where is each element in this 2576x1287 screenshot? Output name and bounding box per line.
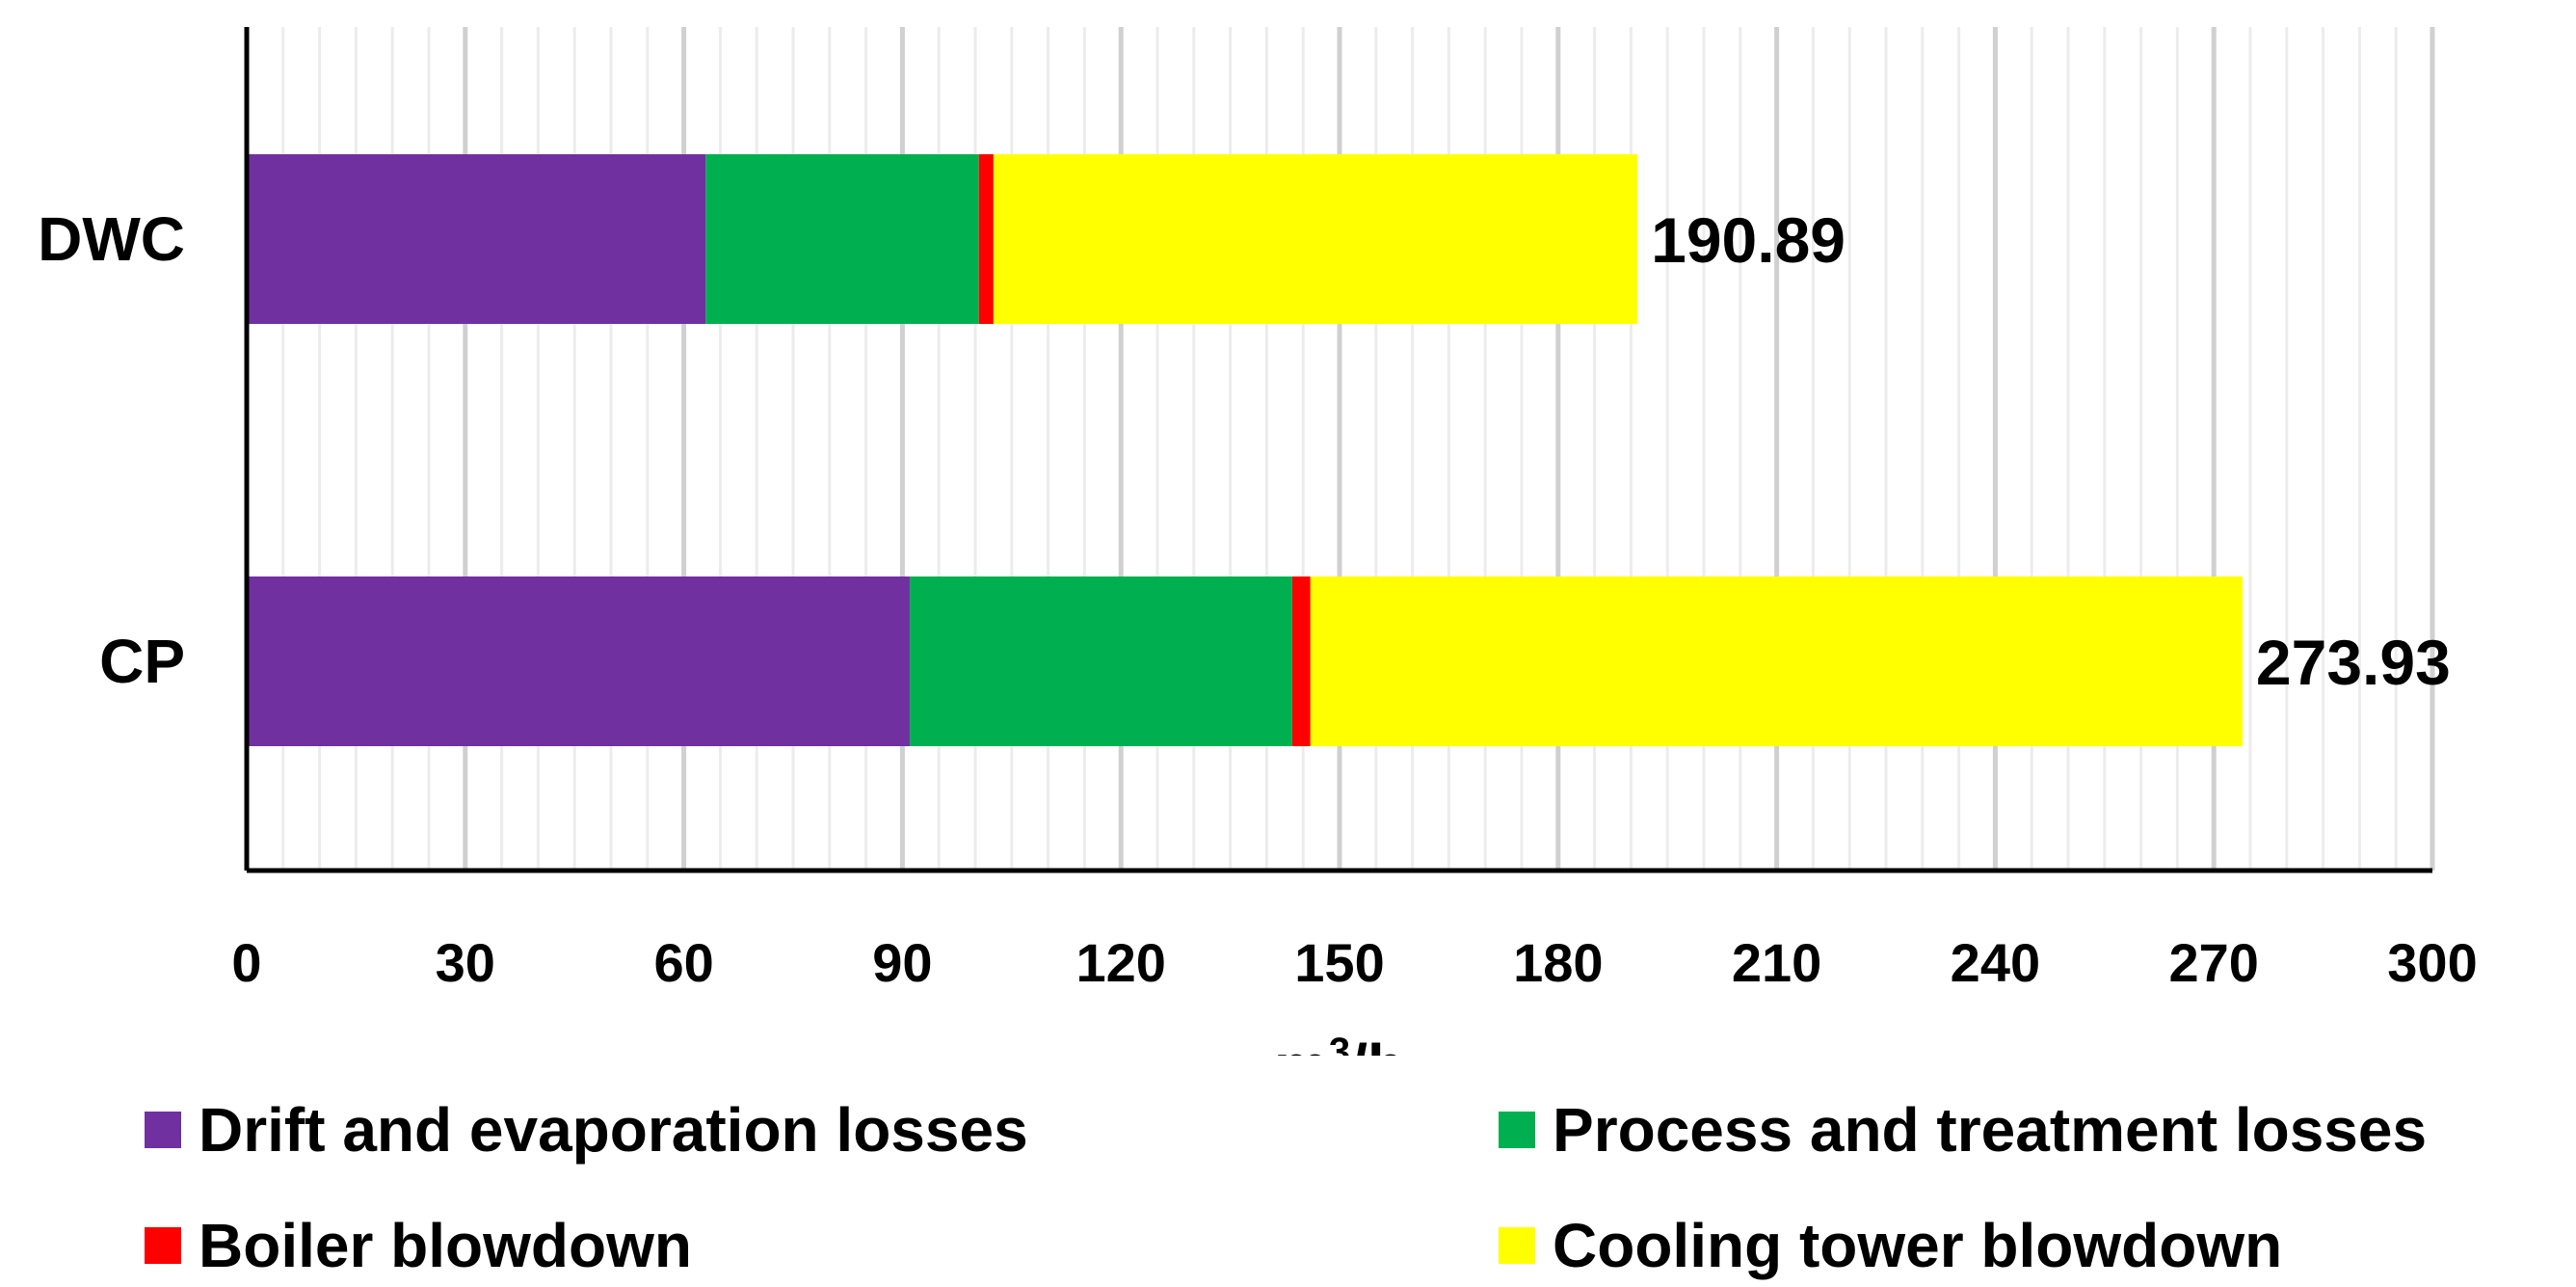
x-axis-title-base: m	[1274, 1032, 1329, 1056]
x-tick-label: 150	[1294, 932, 1384, 993]
legend-item-process: Process and treatment losses	[1499, 1094, 2427, 1166]
legend-label-process: Process and treatment losses	[1553, 1095, 2428, 1165]
legend-item-drift: Drift and evaporation losses	[145, 1094, 1028, 1166]
x-axis-title: m3/h	[1274, 1031, 1405, 1056]
bar-segment-drift-evaporation-dwc	[247, 154, 706, 324]
legend-item-cooling: Cooling tower blowdown	[1499, 1210, 2282, 1281]
x-tick-labels: 0 30 60 90 120 150 180 210 240 270 300	[231, 932, 2477, 993]
bar-segment-drift-evaporation-cp	[247, 576, 910, 746]
category-label-dwc: DWC	[38, 204, 185, 274]
total-label-cp: 273.93	[2256, 627, 2451, 698]
legend-label-drift: Drift and evaporation losses	[199, 1095, 1028, 1165]
chart: 0 30 60 90 120 150 180 210 240 270 300 DWC CP 190.8…	[38, 27, 2478, 1056]
x-tick-label: 270	[2168, 932, 2258, 993]
category-labels: DWC CP	[38, 204, 185, 696]
legend-swatch-drift	[145, 1112, 181, 1148]
bar-segment-cooling-tower-blowdown-dwc	[993, 154, 1638, 324]
x-tick-label: 90	[872, 932, 932, 993]
x-tick-label: 120	[1076, 932, 1165, 993]
legend: Drift and evaporation losses Process and…	[0, 1056, 2576, 1287]
x-tick-label: 30	[436, 932, 495, 993]
total-labels: 190.89 273.93	[1651, 204, 2451, 698]
bar-segment-process-treatment-dwc	[705, 154, 979, 324]
bars	[247, 154, 2243, 746]
legend-label-boiler: Boiler blowdown	[199, 1211, 692, 1280]
legend-label-cooling: Cooling tower blowdown	[1553, 1211, 2283, 1280]
legend-item-boiler: Boiler blowdown	[145, 1210, 692, 1281]
x-tick-label: 0	[231, 932, 261, 993]
x-tick-label: 240	[1951, 932, 2040, 993]
total-label-dwc: 190.89	[1651, 204, 1846, 276]
x-axis-title-superscript: 3	[1329, 1031, 1350, 1056]
bar-segment-cooling-tower-blowdown-cp	[1310, 576, 2243, 746]
x-tick-label: 180	[1513, 932, 1603, 993]
category-label-cp: CP	[99, 627, 185, 696]
legend-swatch-cooling	[1499, 1227, 1535, 1264]
x-tick-label: 300	[2387, 932, 2477, 993]
legend-swatch-process	[1499, 1112, 1535, 1148]
bar-segment-boiler-blowdown-cp	[1291, 576, 1311, 746]
x-tick-label: 60	[653, 932, 713, 993]
legend-swatch-boiler	[145, 1227, 181, 1264]
x-tick-label: 210	[1732, 932, 1821, 993]
bar-segment-process-treatment-cp	[909, 576, 1292, 746]
bar-segment-boiler-blowdown-dwc	[978, 154, 994, 324]
x-axis-title-unit: /h	[1350, 1032, 1405, 1056]
